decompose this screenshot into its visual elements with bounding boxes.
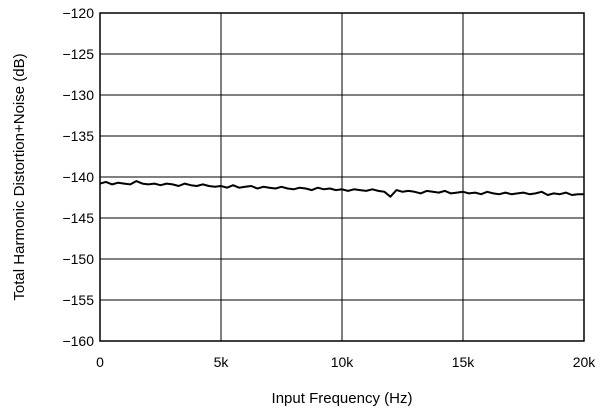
y-tick-label: −145 [62, 210, 94, 226]
y-tick-label: −155 [62, 292, 94, 308]
y-tick-label: −130 [62, 87, 94, 103]
x-axis-title: Input Frequency (Hz) [272, 390, 413, 407]
plot-frame [99, 12, 585, 342]
y-tick-label: −150 [62, 251, 94, 267]
y-axis-tick-labels: −120 −125 −130 −135 −140 −145 −150 −155 −160 [62, 5, 94, 349]
y-tick-label: −140 [62, 169, 94, 185]
thd-noise-series-line [99, 180, 584, 198]
y-axis-title: Total Harmonic Distortion+Noise (dB) [11, 53, 28, 300]
y-tick-label: −160 [62, 333, 94, 349]
x-tick-label: 10k [331, 354, 355, 370]
y-tick-label: −135 [62, 128, 94, 144]
grid-lines [100, 13, 584, 341]
y-tick-label: −125 [62, 46, 94, 62]
x-tick-label: 0 [96, 354, 104, 370]
x-axis-tick-labels: 0 5k 10k 15k 20k [96, 354, 596, 370]
x-tick-label: 15k [452, 354, 476, 370]
y-tick-label: −120 [62, 5, 94, 21]
x-tick-label: 20k [573, 354, 597, 370]
x-tick-label: 5k [214, 354, 230, 370]
